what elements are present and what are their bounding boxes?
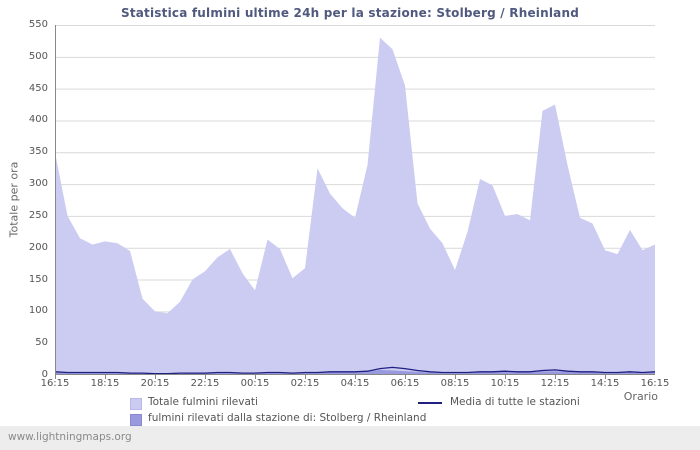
y-tick-label: 0 xyxy=(41,369,48,380)
x-tick-label: 02:15 xyxy=(290,378,320,389)
x-tick-label: 16:15 xyxy=(640,378,670,389)
chart-title: Statistica fulmini ultime 24h per la sta… xyxy=(120,6,579,20)
footer-strip xyxy=(0,426,700,450)
legend-label-total: Totale fulmini rilevati xyxy=(148,396,258,408)
x-tick-label: 18:15 xyxy=(90,378,120,389)
x-axis-title: Orario xyxy=(623,390,658,403)
legend-swatch-station xyxy=(130,414,142,426)
y-axis-title: Totale per ora xyxy=(7,161,21,238)
x-tick-label: 22:15 xyxy=(190,378,220,389)
series-media-line xyxy=(55,366,655,375)
x-tick-label: 12:15 xyxy=(540,378,570,389)
y-tick-label: 450 xyxy=(28,82,48,94)
x-tick-label: 08:15 xyxy=(440,378,470,389)
x-tick-label: 00:15 xyxy=(240,378,270,389)
y-tick-label: 550 xyxy=(28,19,48,30)
legend-line-media-icon xyxy=(418,402,442,404)
y-tick-label: 300 xyxy=(28,178,48,190)
legend-swatch-total xyxy=(130,398,142,410)
y-tick-label: 350 xyxy=(28,146,48,158)
y-tick-label: 50 xyxy=(35,337,48,349)
x-tick-label: 10:15 xyxy=(490,378,520,389)
series-total-area xyxy=(55,37,655,375)
y-tick-label: 400 xyxy=(28,114,48,126)
x-tick-label: 20:15 xyxy=(140,378,170,389)
watermark-link[interactable]: www.lightningmaps.org xyxy=(8,431,132,443)
y-tick-label: 100 xyxy=(28,305,48,317)
x-tick-label: 04:15 xyxy=(340,378,370,389)
y-tick-label: 200 xyxy=(28,241,48,253)
legend-label-station: fulmini rilevati dalla stazione di: Stol… xyxy=(148,412,427,424)
x-tick-label: 06:15 xyxy=(390,378,420,389)
x-tick-label: 14:15 xyxy=(590,378,620,389)
legend-label-media: Media di tutte le stazioni xyxy=(450,396,580,408)
y-tick-label: 150 xyxy=(28,273,48,285)
y-tick-label: 500 xyxy=(28,50,48,62)
y-tick-label: 250 xyxy=(28,209,48,221)
plot-area xyxy=(55,25,655,379)
x-tick-label: 16:15 xyxy=(40,378,70,389)
